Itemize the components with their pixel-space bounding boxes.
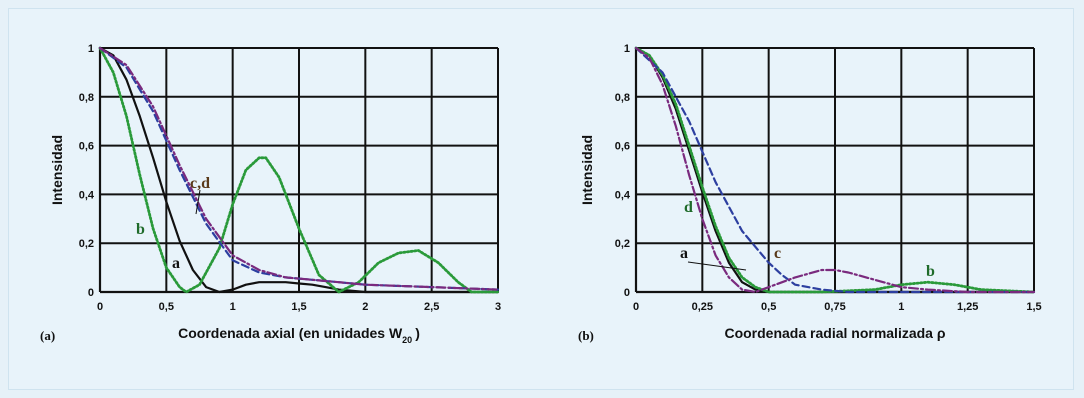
curve-label-a: a: [172, 255, 180, 272]
y-axis-title: Intensidad: [579, 135, 595, 205]
y-tick-label: 0: [624, 287, 630, 299]
y-tick-label: 0,2: [615, 238, 630, 250]
chart-panel-a: 0 0,5 1 1,5 2 2,5 3 0 0,2 0,4 0,6 0,8 1 a b c,d Intensid…: [40, 43, 501, 345]
y-tick-label: 0,6: [615, 141, 630, 153]
curve-label-b: b: [136, 221, 145, 238]
x-tick-label: 0: [633, 301, 639, 313]
x-tick-label: 0,5: [761, 301, 776, 313]
chart-panel-b: 0 0,25 0,5 0,75 1 1,25 1,5 0 0,2 0,4 0,6 0,8 1 a b c d In…: [578, 43, 1042, 343]
x-tick-label: 0,25: [692, 301, 713, 313]
series-line-d: [634, 46, 1036, 294]
y-tick-label: 0: [88, 287, 94, 299]
annotation-leader: [687, 261, 747, 271]
x-tick-label: 1: [898, 301, 904, 313]
curve-label-c: c,d: [190, 175, 210, 192]
y-tick-label: 0,8: [615, 92, 630, 104]
annotation-leader: [195, 189, 201, 215]
x-axis-title: Coordenada axial (en unidades W20): [178, 325, 420, 345]
x-tick-label: 2: [362, 301, 368, 313]
x-tick-label: 0,75: [824, 301, 845, 313]
x-axis-title-subscript: 20: [402, 335, 412, 345]
series-line-b: [98, 46, 500, 294]
x-tick-label: 3: [495, 301, 501, 313]
y-tick-label: 0,6: [79, 141, 94, 153]
x-tick-label: 1,5: [1026, 301, 1041, 313]
x-tick-label: 1,25: [957, 301, 978, 313]
x-axis-title-close: ): [415, 325, 420, 341]
x-tick-label: 0,5: [159, 301, 174, 313]
x-tick-label: 1,5: [291, 301, 306, 313]
x-tick-label: 1: [230, 301, 236, 313]
panel-tag: (a): [40, 328, 55, 343]
curve-label-c: c: [774, 245, 781, 262]
curve-label-b: b: [926, 263, 935, 280]
y-tick-label: 1: [624, 43, 630, 55]
series-line-c: [634, 46, 1036, 294]
curve-label-d: d: [684, 199, 693, 216]
series-line-a: [98, 46, 500, 294]
y-axis-title: Intensidad: [49, 135, 65, 205]
y-tick-label: 1: [88, 43, 94, 55]
panel-tag: (b): [578, 328, 594, 343]
y-tick-label: 0,4: [615, 189, 631, 201]
y-tick-label: 0,8: [79, 92, 94, 104]
curve-label-a: a: [680, 245, 688, 262]
x-tick-label: 0: [97, 301, 103, 313]
series-line-b: [634, 46, 1036, 294]
series-line-d: [98, 46, 500, 291]
y-tick-label: 0,4: [79, 189, 95, 201]
y-tick-label: 0,2: [79, 238, 94, 250]
x-tick-label: 2,5: [424, 301, 439, 313]
x-axis-title: Coordenada radial normalizada ρ: [724, 325, 945, 341]
